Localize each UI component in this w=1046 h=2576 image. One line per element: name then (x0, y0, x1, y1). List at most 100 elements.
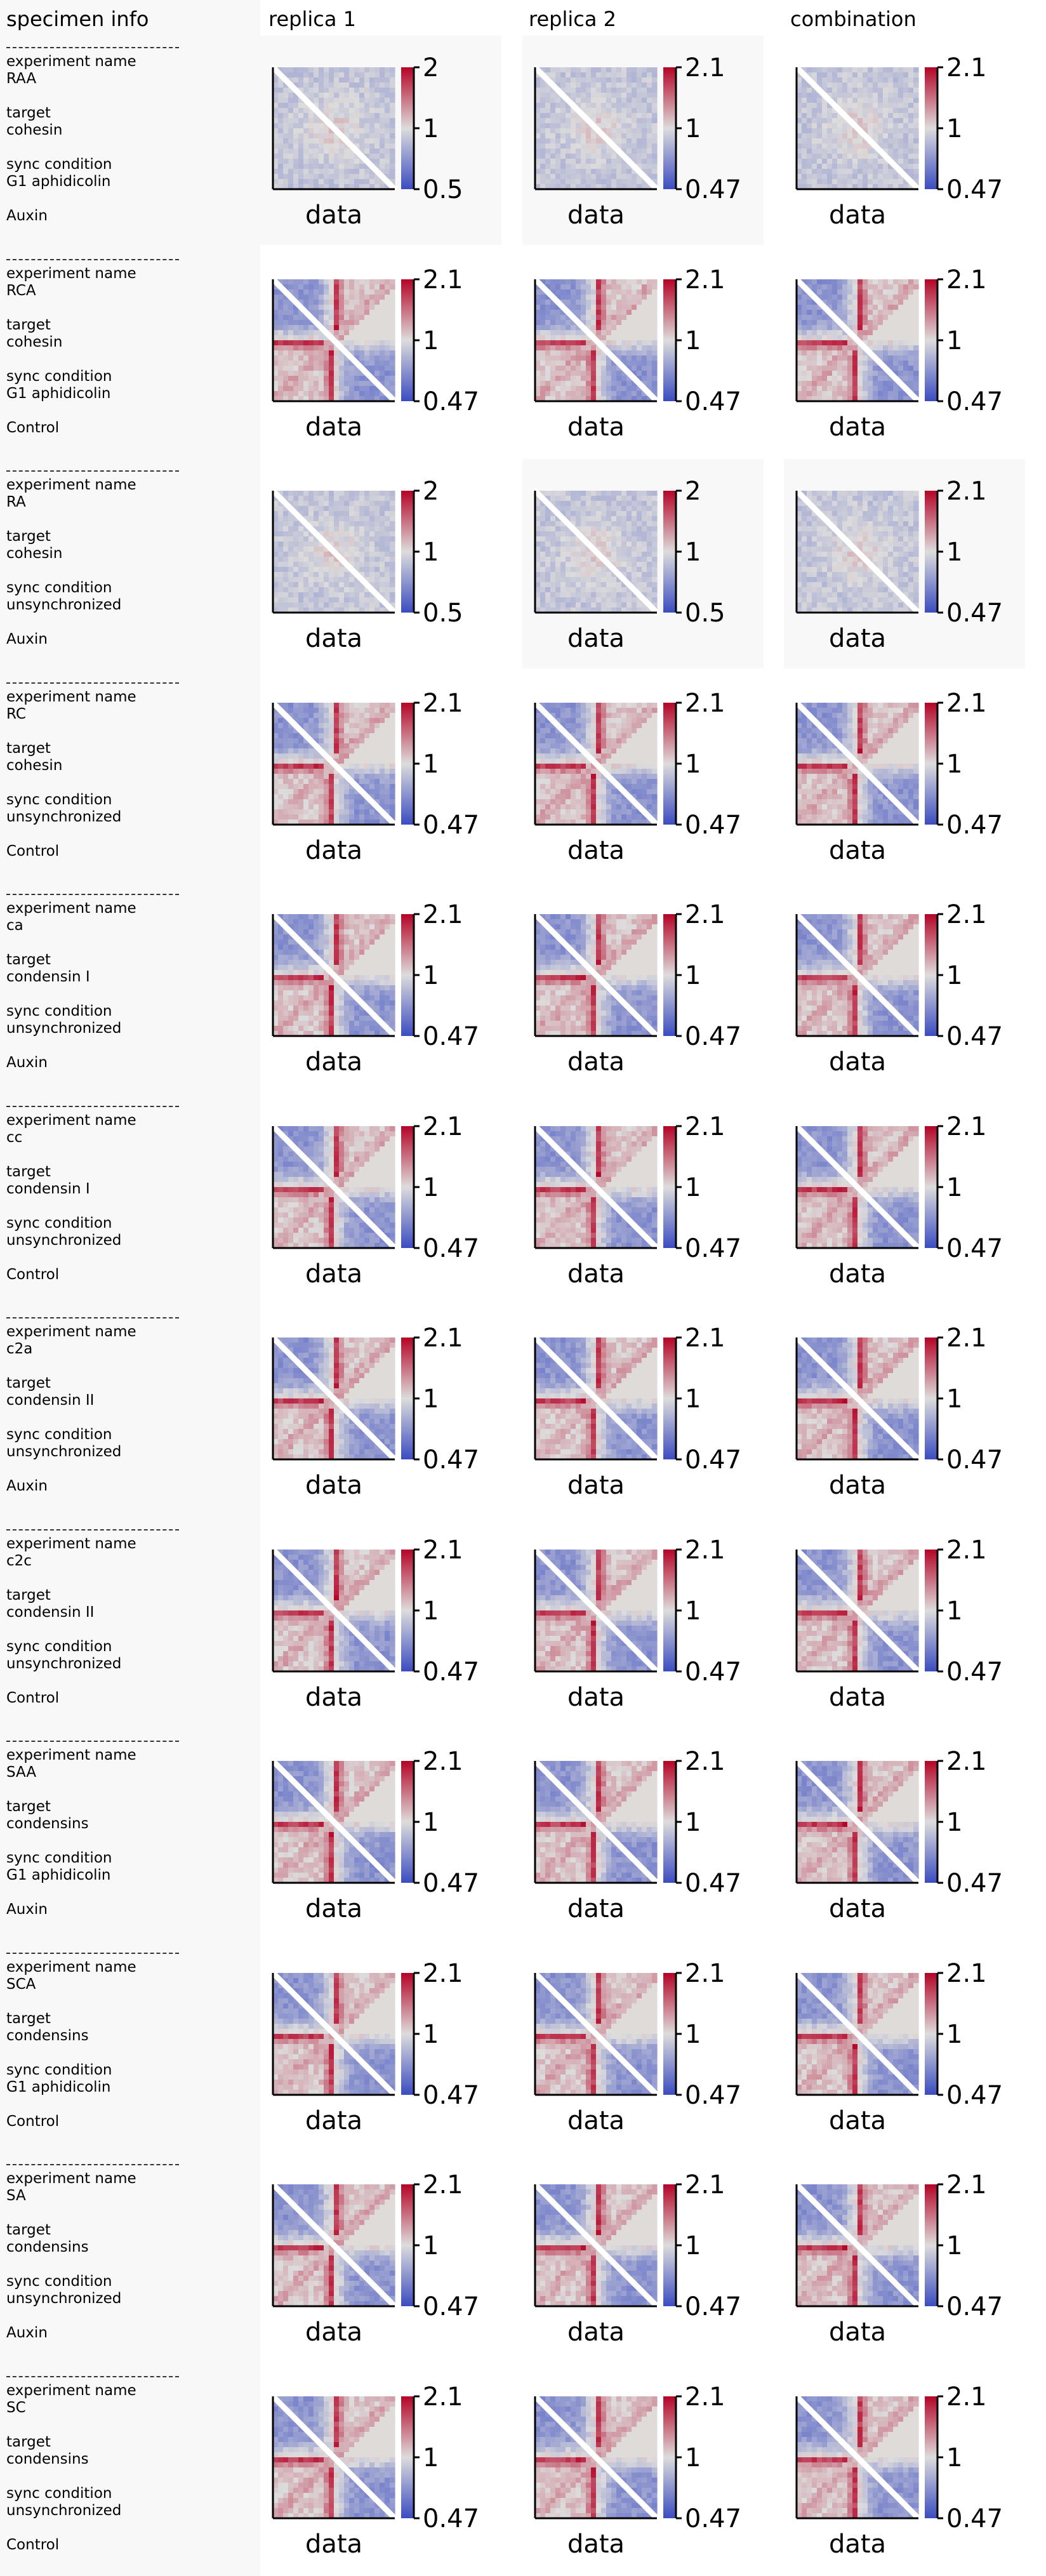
heatmap-cell (637, 350, 642, 356)
heatmap-cell (812, 67, 818, 73)
heatmap-cell (319, 77, 324, 83)
heatmap-cell (555, 370, 561, 376)
heatmap-cell (797, 516, 802, 522)
heatmap-cell (863, 375, 868, 382)
heatmap-cell (354, 133, 360, 139)
heatmap-cell (545, 355, 551, 361)
heatmap-cell (555, 324, 561, 331)
heatmap-cell (611, 607, 617, 613)
heatmap-cell (857, 169, 863, 175)
heatmap-cell (647, 67, 652, 73)
heatmap-cell (364, 562, 370, 568)
heatmap-cell (540, 319, 546, 326)
heatmap-cell (827, 375, 833, 382)
heatmap-cell (576, 340, 581, 346)
heatmap-cell (380, 309, 385, 315)
heatmap-cell (606, 516, 612, 522)
heatmap-cell (283, 602, 289, 608)
heatmap-cell (647, 385, 652, 392)
heatmap-cell (581, 375, 586, 382)
heatmap-cell (540, 279, 546, 285)
heatmap-cell (606, 314, 612, 321)
heatmap-cell (566, 511, 571, 517)
heatmap-cell (364, 602, 370, 608)
heatmap-cell (293, 128, 299, 134)
heatmap-cell (626, 390, 632, 397)
heatmap-cell (807, 380, 812, 387)
heatmap-cell (359, 380, 365, 387)
heatmap-cell (893, 385, 899, 392)
heatmap-cell (581, 284, 586, 290)
heatmap-cell (802, 169, 807, 175)
heatmap-cell (566, 541, 571, 547)
heatmap-cell (344, 289, 350, 295)
heatmap-cell (852, 184, 858, 190)
heatmap-cell (842, 345, 848, 351)
heatmap-cell (314, 284, 319, 290)
heatmap-cell (329, 319, 334, 326)
heatmap-cell (349, 521, 355, 527)
heatmap-cell (621, 587, 627, 593)
heatmap-cell (817, 360, 823, 366)
heatmap-cell (616, 536, 622, 542)
heatmap-cell (314, 340, 319, 346)
heatmap-cell (873, 380, 878, 387)
heatmap-cell (883, 511, 889, 517)
heatmap-cell (868, 501, 873, 507)
heatmap-cell (545, 597, 551, 603)
heatmap-cell (545, 279, 551, 285)
heatmap-cell (298, 541, 304, 547)
heatmap-cell (329, 83, 334, 88)
heatmap-cell (344, 355, 350, 361)
heatmap-cell (812, 98, 818, 103)
heatmap-cell (319, 521, 324, 527)
heatmap-cell (913, 118, 919, 124)
heatmap-cell (576, 491, 581, 496)
heatmap-cell (349, 93, 355, 98)
heatmap-cell (857, 516, 863, 522)
heatmap-cell (359, 355, 365, 361)
heatmap-cell (550, 103, 556, 109)
heatmap-cell (878, 108, 884, 114)
heatmap-cell (560, 536, 566, 542)
heatmap-cell (303, 572, 309, 578)
heatmap-cell (560, 531, 566, 537)
heatmap-cell (390, 587, 395, 593)
heatmap-cell (637, 577, 642, 583)
heatmap-cell (873, 536, 878, 542)
heatmap-cell (545, 88, 551, 93)
heatmap-cell (545, 395, 551, 402)
heatmap-cell (591, 77, 597, 83)
heatmap-cell (303, 375, 309, 382)
heatmap-cell (601, 350, 607, 356)
heatmap-cell (616, 88, 622, 93)
heatmap-cell (550, 138, 556, 144)
heatmap-cell (832, 516, 838, 522)
heatmap-cell (344, 531, 350, 537)
heatmap-cell (329, 149, 334, 154)
heatmap-cell (298, 521, 304, 527)
heatmap-cell (278, 370, 284, 376)
heatmap-cell (369, 562, 375, 568)
heatmap-cell (308, 355, 314, 361)
heatmap-cell (647, 93, 652, 98)
heatmap-cell (576, 390, 581, 397)
heatmap-cell (380, 118, 385, 124)
heatmap-cell (852, 350, 858, 356)
heatmap-cell (550, 375, 556, 382)
heatmap-cell (566, 602, 571, 608)
heatmap-cell (852, 516, 858, 522)
heatmap-cell (888, 123, 894, 129)
heatmap-cell (359, 184, 365, 190)
heatmap-cell (560, 113, 566, 119)
heatmap-cell (837, 350, 843, 356)
heatmap-cell (540, 536, 546, 542)
heatmap-cell (868, 294, 873, 300)
heatmap-cell (278, 547, 284, 552)
heatmap-cell (842, 83, 848, 88)
heatmap-cell (324, 128, 329, 134)
heatmap-cell (571, 319, 576, 326)
heatmap-cell (581, 360, 586, 366)
heatmap-cell (359, 536, 365, 542)
heatmap-cell (293, 607, 299, 613)
